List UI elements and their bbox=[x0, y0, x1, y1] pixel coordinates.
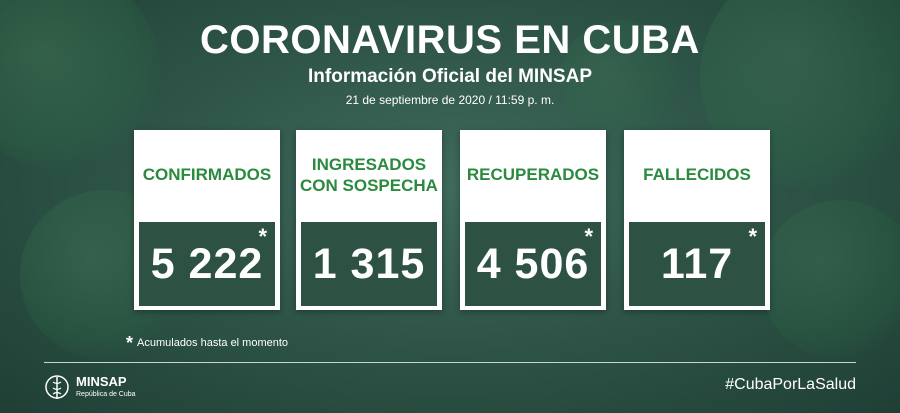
asterisk-mark: * bbox=[584, 224, 593, 249]
stat-label: CONFIRMADOS bbox=[134, 130, 280, 220]
stat-card-fallecidos: FALLECIDOS 117 * bbox=[624, 130, 770, 310]
page-subtitle: Información Oficial del MINSAP bbox=[308, 66, 592, 87]
virus-decoration bbox=[560, 20, 680, 140]
stat-value: 5 222 bbox=[150, 239, 264, 288]
hashtag: #CubaPorLaSalud bbox=[725, 376, 856, 393]
stat-card-recuperados: RECUPERADOS 4 506 * bbox=[460, 130, 606, 310]
stat-value: 1 315 bbox=[312, 239, 426, 288]
stat-label: FALLECIDOS bbox=[624, 130, 770, 220]
stat-value-box: 1 315 bbox=[300, 221, 438, 307]
logo-name: MINSAP bbox=[76, 374, 127, 389]
stat-label: INGRESADOS CON SOSPECHA bbox=[296, 130, 442, 220]
asterisk-mark: * bbox=[748, 224, 757, 249]
stat-card-ingresados: INGRESADOS CON SOSPECHA 1 315 bbox=[296, 130, 442, 310]
stat-label-line: CON SOSPECHA bbox=[300, 176, 438, 195]
divider bbox=[44, 362, 856, 363]
stat-card-confirmados: CONFIRMADOS 5 222 * bbox=[134, 130, 280, 310]
virus-decoration bbox=[760, 200, 900, 360]
footnote: * Acumulados hasta el momento bbox=[126, 333, 288, 354]
caduceus-icon bbox=[45, 375, 69, 399]
stat-value-box: 4 506 * bbox=[464, 221, 602, 307]
asterisk-mark: * bbox=[258, 224, 267, 249]
stat-label: RECUPERADOS bbox=[460, 130, 606, 220]
stat-label-line: FALLECIDOS bbox=[643, 165, 751, 185]
asterisk-mark: * bbox=[126, 333, 134, 353]
report-date: 21 de septiembre de 2020 / 11:59 p. m. bbox=[345, 93, 555, 107]
stat-value-box: 5 222 * bbox=[138, 221, 276, 307]
stat-value: 117 bbox=[660, 239, 734, 288]
stat-value-box: 117 * bbox=[628, 221, 766, 307]
stat-label-line: RECUPERADOS bbox=[466, 165, 600, 185]
stat-value: 4 506 bbox=[476, 239, 590, 288]
minsap-logo: MINSAP República de Cuba bbox=[44, 371, 154, 407]
footnote-text: Acumulados hasta el momento bbox=[137, 337, 289, 349]
stat-label-line: INGRESADOS bbox=[311, 154, 427, 174]
logo-tag: República de Cuba bbox=[76, 391, 136, 398]
page-title: CORONAVIRUS EN CUBA bbox=[200, 18, 700, 62]
stat-label-line: CONFIRMADOS bbox=[142, 165, 272, 185]
